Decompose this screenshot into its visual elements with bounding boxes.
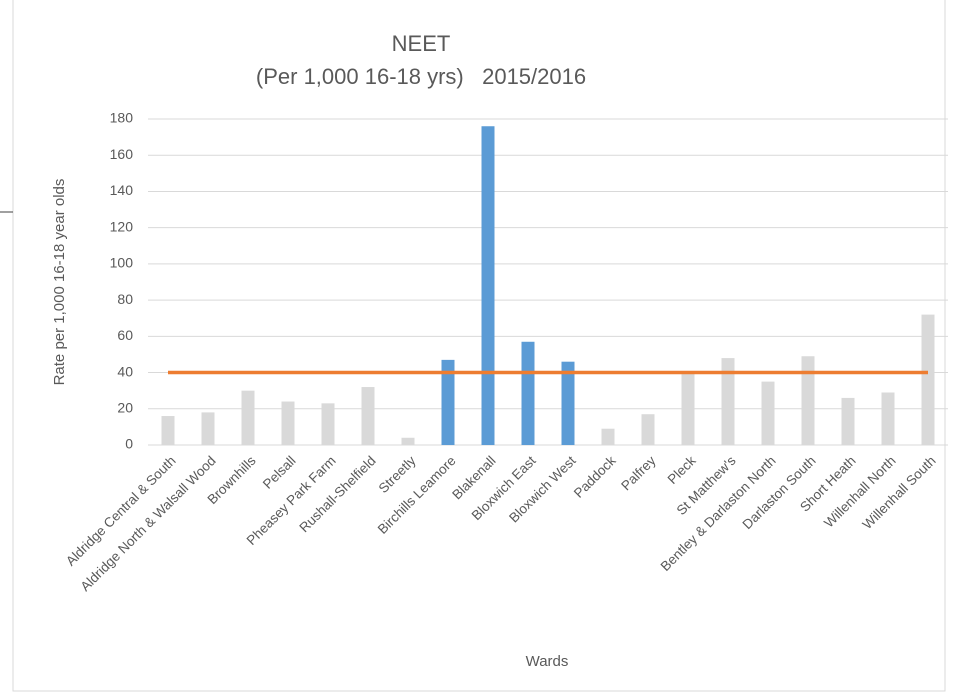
- chart-title: NEET: [392, 31, 451, 56]
- y-tick-label: 20: [117, 399, 133, 415]
- bar: [481, 126, 495, 445]
- x-axis-title: Wards: [526, 653, 569, 670]
- bar: [241, 390, 255, 445]
- bar: [681, 372, 695, 445]
- bar: [441, 359, 455, 445]
- bar: [921, 314, 935, 445]
- bar: [201, 412, 215, 445]
- y-tick-label: 40: [117, 363, 133, 379]
- bar: [321, 403, 335, 445]
- bar: [841, 397, 855, 445]
- bar: [761, 381, 775, 445]
- y-tick-label: 60: [117, 327, 133, 343]
- chart-frame: [12, 0, 946, 692]
- y-tick-label: 100: [110, 255, 134, 271]
- bar: [561, 361, 575, 445]
- bar: [401, 437, 415, 445]
- y-axis-title: Rate per 1,000 16-18 year olds: [51, 179, 68, 386]
- y-tick-label: 140: [110, 182, 134, 198]
- bar: [641, 414, 655, 445]
- y-tick-label: 160: [110, 146, 134, 162]
- y-tick-label: 120: [110, 218, 134, 234]
- y-tick-label: 0: [125, 436, 133, 452]
- bar: [601, 428, 615, 445]
- bar: [281, 401, 295, 445]
- bar: [161, 416, 175, 445]
- bar: [721, 358, 735, 445]
- bar: [801, 356, 815, 445]
- y-tick-label: 80: [117, 291, 133, 307]
- y-tick-label: 180: [110, 110, 134, 126]
- bar: [361, 387, 375, 445]
- bar: [881, 392, 895, 445]
- bar: [521, 341, 535, 445]
- chart-subtitle: (Per 1,000 16-18 yrs) 2015/2016: [256, 64, 586, 89]
